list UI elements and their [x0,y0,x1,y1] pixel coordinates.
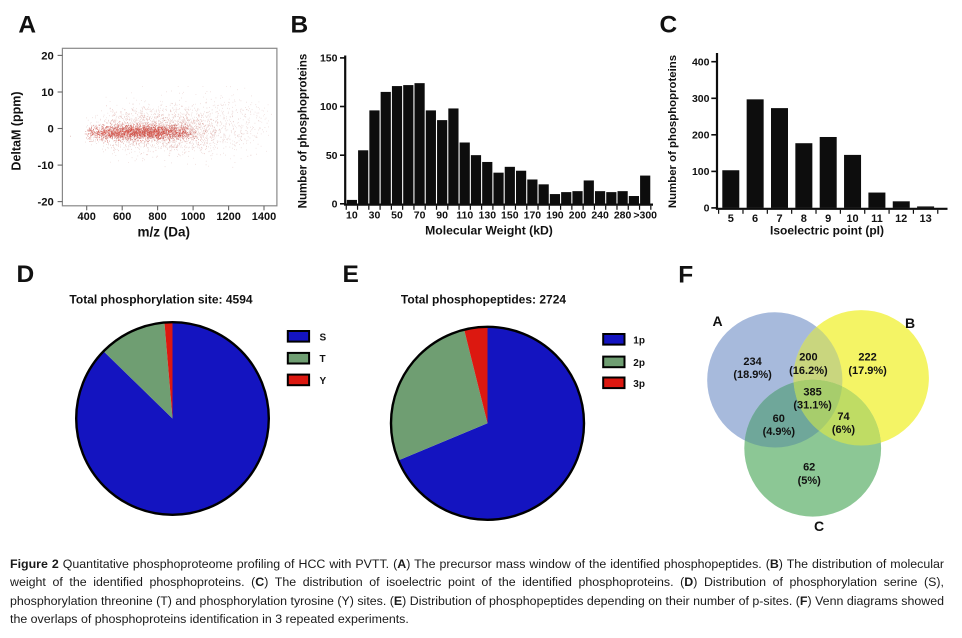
svg-text:-20: -20 [37,197,53,209]
svg-text:12: 12 [895,213,907,225]
svg-text:Molecular Weight (kD): Molecular Weight (kD) [425,224,553,238]
svg-text:200: 200 [799,352,817,364]
svg-text:200: 200 [569,210,587,222]
svg-text:A: A [712,313,722,329]
svg-text:240: 240 [591,210,609,222]
svg-text:0: 0 [332,198,338,210]
svg-text:234: 234 [743,356,762,368]
svg-text:100: 100 [692,166,710,178]
svg-text:Isoelectric point (pI): Isoelectric point (pI) [770,224,884,238]
svg-text:10: 10 [846,213,858,225]
svg-text:Number of phosphoproteins: Number of phosphoproteins [298,54,310,209]
svg-text:8: 8 [801,213,807,225]
svg-text:1400: 1400 [252,211,276,223]
svg-text:170: 170 [524,210,542,222]
svg-text:385: 385 [803,387,821,399]
svg-text:3p: 3p [633,379,645,390]
svg-text:10: 10 [41,87,54,99]
svg-text:300: 300 [692,93,710,105]
svg-text:150: 150 [501,210,519,222]
svg-text:11: 11 [871,213,883,225]
svg-text:50: 50 [326,150,338,162]
svg-text:400: 400 [78,211,96,223]
svg-text:C: C [660,11,678,38]
svg-text:>300: >300 [633,210,657,222]
svg-text:DeltaM (ppm): DeltaM (ppm) [10,91,24,170]
svg-text:(5%): (5%) [798,475,822,487]
svg-text:1p: 1p [633,335,645,346]
svg-text:600: 600 [113,211,131,223]
svg-text:(17.9%): (17.9%) [848,365,887,377]
svg-text:(31.1%): (31.1%) [793,400,832,412]
svg-text:150: 150 [320,53,338,65]
svg-text:2p: 2p [633,358,645,369]
svg-text:62: 62 [803,462,815,474]
svg-text:C: C [814,518,824,534]
svg-text:190: 190 [546,210,564,222]
svg-text:13: 13 [919,213,931,225]
svg-text:0: 0 [48,124,54,136]
svg-text:110: 110 [456,210,473,222]
svg-text:Total phosphopeptides: 2724: Total phosphopeptides: 2724 [401,293,566,307]
svg-text:Y: Y [320,376,327,387]
svg-text:A: A [18,11,36,38]
svg-text:90: 90 [436,210,448,222]
svg-text:400: 400 [692,56,710,68]
svg-text:D: D [17,261,35,288]
svg-text:60: 60 [773,413,785,425]
svg-text:10: 10 [346,210,358,222]
svg-text:T: T [320,354,326,365]
svg-text:-10: -10 [37,160,53,172]
svg-text:S: S [320,332,327,343]
svg-text:74: 74 [837,411,850,423]
svg-text:(4.9%): (4.9%) [763,426,796,438]
svg-text:280: 280 [614,210,632,222]
svg-text:5: 5 [728,213,734,225]
svg-text:Number of phosphoproteins: Number of phosphoproteins [667,55,679,208]
svg-text:70: 70 [414,210,426,222]
svg-text:50: 50 [391,210,403,222]
svg-text:E: E [343,261,359,288]
svg-text:(18.9%): (18.9%) [733,369,772,381]
svg-text:222: 222 [858,352,876,364]
svg-text:1000: 1000 [181,211,205,223]
svg-text:200: 200 [692,129,710,141]
svg-text:B: B [905,315,915,331]
svg-text:(16.2%): (16.2%) [789,365,828,377]
svg-text:B: B [291,11,309,38]
svg-text:100: 100 [320,101,338,113]
svg-text:6: 6 [752,213,758,225]
svg-text:9: 9 [825,213,831,225]
svg-text:7: 7 [776,213,782,225]
svg-text:(6%): (6%) [832,424,856,436]
svg-text:Total phosphorylation site: 45: Total phosphorylation site: 4594 [69,293,252,307]
svg-text:F: F [678,262,693,289]
svg-text:m/z (Da): m/z (Da) [137,225,190,240]
svg-text:20: 20 [41,50,54,62]
svg-text:800: 800 [148,211,166,223]
svg-text:30: 30 [369,210,381,222]
svg-text:1200: 1200 [216,211,240,223]
svg-text:130: 130 [479,210,497,222]
svg-text:0: 0 [704,203,710,215]
